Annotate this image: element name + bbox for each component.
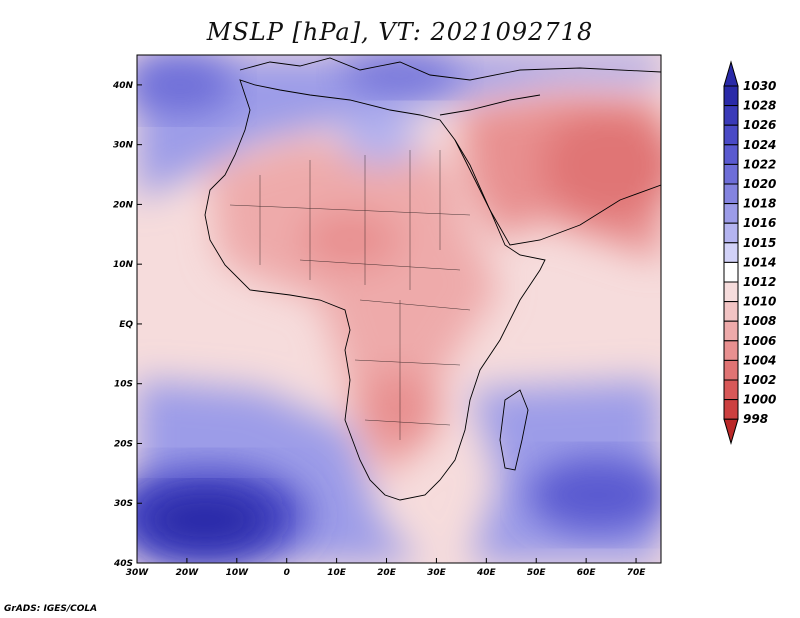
colorbar-swatch — [723, 399, 739, 420]
colorbar-swatch — [723, 183, 739, 205]
coastlines — [204, 57, 661, 501]
colorbar-label: 1008 — [743, 314, 776, 328]
grads-credit: GrADS: IGES/COLA — [4, 604, 98, 614]
lat-tick-label: 30N — [113, 141, 134, 151]
colorbar-label: 1002 — [743, 373, 776, 387]
colorbar-label: 1014 — [743, 255, 776, 269]
lon-tick-label: 20W — [176, 568, 200, 578]
colorbar-swatch — [723, 340, 739, 361]
colorbar-label: 1015 — [743, 236, 776, 250]
lon-tick-label: 20E — [377, 568, 397, 578]
azores-high — [137, 55, 235, 115]
country-borders — [229, 150, 471, 440]
lat-tick-label: 40N — [112, 81, 134, 91]
colorbar-swatch — [723, 320, 739, 342]
lon-tick-label: 10E — [327, 568, 347, 578]
arabia-coastline — [454, 139, 661, 246]
colorbar-label: 1006 — [743, 334, 776, 348]
colorbar-label: 1010 — [743, 295, 776, 309]
colorbar-label: 1020 — [743, 177, 776, 191]
colorbar-label: 1000 — [743, 393, 776, 407]
longitude-axis: 30W 20W 10W 0 10E 20E 30E 40E 50E 60E 70E — [126, 558, 646, 578]
colorbar-swatch — [723, 163, 739, 185]
colorbar-label: 1028 — [743, 99, 776, 113]
colorbar-swatch — [723, 261, 739, 283]
lat-tick-label: 10N — [113, 260, 134, 270]
lat-tick-label: 20N — [113, 200, 134, 210]
latitude-axis: 40N 30N 20N 10N EQ 10S 20S 30S 40S — [112, 81, 142, 569]
colorbar-label: 1026 — [743, 118, 776, 132]
colorbar-label: 1024 — [743, 138, 776, 152]
colorbar-swatch — [723, 85, 739, 107]
colorbar-swatch — [723, 222, 739, 244]
map-frame — [136, 54, 662, 564]
colorbar-swatch — [723, 124, 739, 146]
colorbar-label: 1018 — [743, 197, 776, 211]
africa-coastline — [204, 79, 546, 501]
colorbar-label: 1022 — [743, 157, 776, 171]
mediterranean-high — [340, 57, 460, 93]
colorbar-label: 998 — [743, 412, 768, 426]
colorbar-swatch — [723, 281, 739, 303]
lon-tick-label: 30E — [427, 568, 447, 578]
lat-tick-label: 10S — [114, 380, 133, 390]
colorbar-swatch — [723, 105, 739, 126]
lon-tick-label: 30W — [126, 568, 150, 578]
levant-coastline — [439, 94, 541, 116]
chart-title: MSLP [hPa], VT: 2021092718 — [206, 18, 594, 46]
lon-tick-label: 10W — [226, 568, 250, 578]
colorbar-bottom-triangle — [723, 418, 739, 445]
lat-tick-label: 30S — [114, 499, 133, 509]
colorbar-swatch — [723, 379, 739, 401]
pressure-field — [137, 55, 661, 563]
colorbar-swatch — [723, 203, 739, 224]
colorbar-swatch — [723, 144, 739, 165]
lon-tick-label: 50E — [527, 568, 547, 578]
colorbar-swatch — [723, 301, 739, 322]
mascarene-high — [528, 457, 661, 533]
colorbar-label: 1016 — [743, 216, 776, 230]
colorbar-label: 1030 — [743, 79, 776, 93]
south-atlantic-high-core — [140, 490, 270, 550]
madagascar-coastline — [499, 389, 529, 471]
lat-tick-label: EQ — [119, 320, 133, 330]
colorbar-top-triangle — [723, 60, 739, 87]
colorbar-swatch — [723, 242, 739, 263]
lat-tick-label: 20S — [114, 439, 133, 449]
lon-tick-label: 70E — [627, 568, 647, 578]
colorbar-swatch — [723, 359, 739, 381]
europe-coastline — [239, 57, 661, 81]
lon-tick-label: 60E — [577, 568, 597, 578]
lon-tick-label: 40E — [476, 568, 497, 578]
lon-tick-label: 0 — [284, 568, 290, 578]
lat-tick-label: 40S — [113, 559, 133, 569]
colorbar-label: 1004 — [743, 353, 776, 367]
colorbar: 1030 1028 1026 1024 1022 1020 1018 1016 1015 1014… — [723, 60, 776, 445]
colorbar-label: 1012 — [743, 275, 776, 289]
